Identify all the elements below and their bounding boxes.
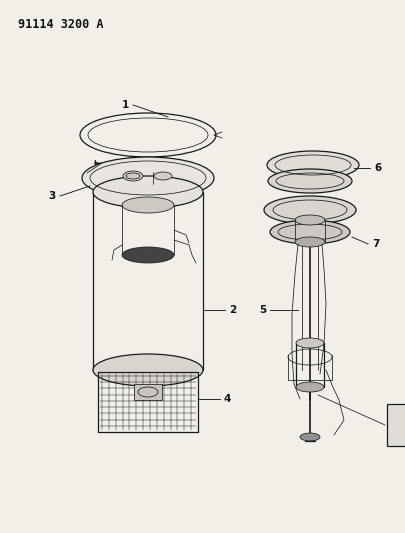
Text: 3: 3	[49, 191, 56, 201]
Ellipse shape	[80, 113, 216, 157]
Text: 1: 1	[122, 100, 129, 110]
Ellipse shape	[296, 382, 324, 392]
Bar	[134, 384, 162, 400]
Text: 5: 5	[259, 305, 266, 315]
Ellipse shape	[123, 171, 143, 181]
Bar	[98, 372, 198, 432]
Ellipse shape	[264, 196, 356, 224]
Ellipse shape	[122, 197, 174, 213]
Ellipse shape	[267, 151, 359, 179]
Text: 7: 7	[372, 239, 379, 249]
Ellipse shape	[82, 157, 214, 199]
Text: 6: 6	[374, 163, 381, 173]
Ellipse shape	[154, 172, 172, 180]
Ellipse shape	[93, 176, 203, 208]
Ellipse shape	[295, 215, 325, 225]
Ellipse shape	[122, 247, 174, 263]
Bar	[387, 404, 405, 446]
Text: 4: 4	[224, 394, 231, 404]
Ellipse shape	[93, 354, 203, 386]
Text: 2: 2	[229, 305, 236, 315]
Ellipse shape	[270, 220, 350, 244]
Ellipse shape	[295, 237, 325, 247]
Ellipse shape	[296, 338, 324, 348]
Ellipse shape	[300, 433, 320, 441]
Ellipse shape	[268, 169, 352, 193]
Text: 91114 3200 A: 91114 3200 A	[18, 18, 104, 31]
